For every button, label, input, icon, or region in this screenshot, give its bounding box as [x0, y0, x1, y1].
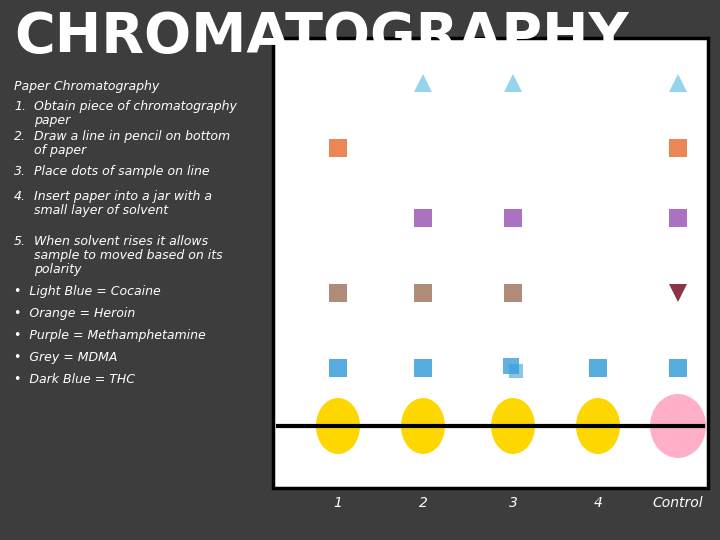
- Ellipse shape: [576, 398, 620, 454]
- Text: 1.: 1.: [14, 100, 26, 113]
- Text: Control: Control: [653, 496, 703, 510]
- Text: •  Dark Blue = THC: • Dark Blue = THC: [14, 373, 135, 386]
- Text: Paper Chromatography: Paper Chromatography: [14, 80, 159, 93]
- Text: 3.: 3.: [14, 165, 26, 178]
- Text: •  Purple = Methamphetamine: • Purple = Methamphetamine: [14, 329, 206, 342]
- Text: 2: 2: [418, 496, 428, 510]
- Ellipse shape: [316, 398, 360, 454]
- Text: 5.: 5.: [14, 235, 26, 248]
- Text: 2.: 2.: [14, 130, 26, 143]
- Ellipse shape: [491, 398, 535, 454]
- Text: 4: 4: [593, 496, 603, 510]
- Text: •  Orange = Heroin: • Orange = Heroin: [14, 307, 135, 320]
- Text: •  Grey = MDMA: • Grey = MDMA: [14, 351, 117, 364]
- Text: sample to moved based on its: sample to moved based on its: [34, 249, 222, 262]
- Ellipse shape: [401, 398, 445, 454]
- Text: paper: paper: [34, 114, 71, 127]
- Text: CHROMATOGRAPHY: CHROMATOGRAPHY: [14, 10, 629, 64]
- Text: Obtain piece of chromatography: Obtain piece of chromatography: [34, 100, 237, 113]
- Text: 4.: 4.: [14, 190, 26, 203]
- Bar: [273, 38, 708, 488]
- Text: •  Light Blue = Cocaine: • Light Blue = Cocaine: [14, 285, 161, 298]
- Text: 1: 1: [333, 496, 343, 510]
- Text: When solvent rises it allows: When solvent rises it allows: [34, 235, 208, 248]
- Text: 3: 3: [508, 496, 518, 510]
- Text: small layer of solvent: small layer of solvent: [34, 204, 168, 217]
- Text: Draw a line in pencil on bottom: Draw a line in pencil on bottom: [34, 130, 230, 143]
- Text: Place dots of sample on line: Place dots of sample on line: [34, 165, 210, 178]
- Text: of paper: of paper: [34, 144, 86, 157]
- Ellipse shape: [650, 394, 706, 458]
- Text: polarity: polarity: [34, 263, 81, 276]
- Text: Insert paper into a jar with a: Insert paper into a jar with a: [34, 190, 212, 203]
